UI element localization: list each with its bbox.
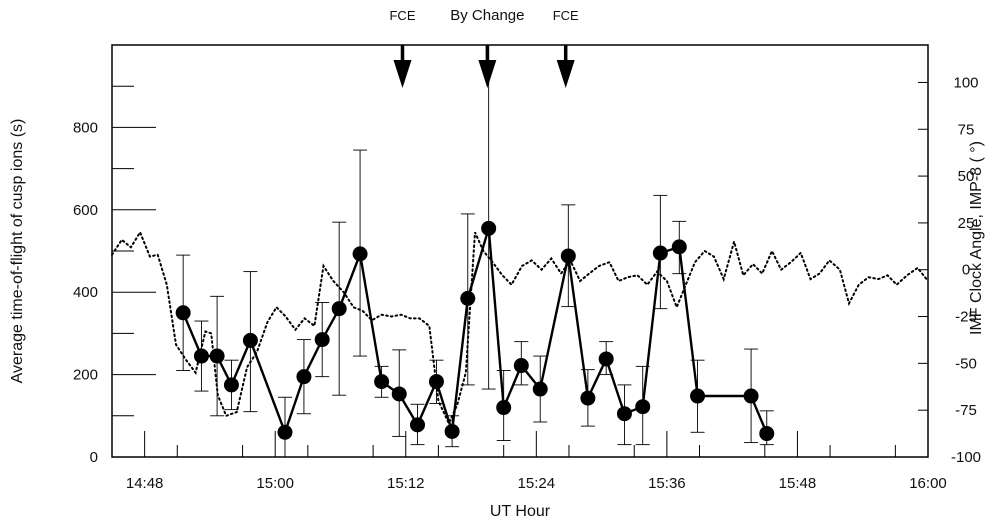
data-point [193, 348, 209, 364]
annotation-label: By Change [450, 7, 524, 24]
data-point [391, 386, 407, 402]
data-point [560, 248, 576, 264]
data-point [444, 423, 460, 439]
data-point [242, 332, 258, 348]
annotation-arrow-head [478, 60, 497, 88]
x-axis-title: UT Hour [490, 503, 551, 520]
data-point [374, 374, 390, 390]
time-of-flight-line [182, 227, 768, 434]
y2-tick-label: -25 [955, 309, 977, 326]
data-point [428, 374, 444, 390]
data-point [532, 381, 548, 397]
annotation-label: FCE [553, 8, 579, 23]
data-point [759, 426, 775, 442]
y2-tick-label: 100 [953, 74, 978, 91]
y2-tick-label: 50 [958, 168, 975, 185]
y2-tick-label: 0 [962, 262, 970, 279]
y-tick-label: 600 [73, 202, 98, 219]
data-point [277, 424, 293, 440]
data-point [331, 301, 347, 317]
x-tick-label: 15:12 [387, 475, 425, 492]
y-tick-label: 800 [73, 119, 98, 136]
y2-tick-label: 75 [958, 121, 975, 138]
time-of-flight-series [175, 220, 775, 442]
data-point [352, 246, 368, 262]
annotation-label: FCE [389, 8, 415, 23]
annotation-arrow-head [556, 60, 575, 88]
data-point [598, 351, 614, 367]
x-tick-label: 14:48 [126, 475, 164, 492]
data-point [743, 388, 759, 404]
x-tick-label: 16:00 [909, 475, 947, 492]
data-point [690, 388, 706, 404]
y-tick-label: 200 [73, 367, 98, 384]
y2-tick-label: -75 [955, 402, 977, 419]
data-point [410, 417, 426, 433]
y2-tick-label: -50 [955, 355, 977, 372]
data-point [635, 399, 651, 415]
y-tick-label: 400 [73, 284, 98, 301]
imf-clock-angle-series [111, 230, 929, 426]
axis-ticks: 14:48 15:00 15:12 15:24 15:36 15:48 16:00 0 200 4… [73, 74, 981, 492]
x-tick-label: 15:36 [648, 475, 686, 492]
data-point [481, 220, 497, 236]
y2-axis-title: IMF Clock Angle, IMP-8 ( °) [968, 141, 985, 335]
y2-tick-label: 25 [958, 215, 975, 232]
data-point [580, 390, 596, 406]
annotations: FCE By Change FCE [389, 7, 579, 88]
data-point [296, 369, 312, 385]
data-point [223, 377, 239, 393]
data-point [496, 400, 512, 416]
data-point [671, 239, 687, 255]
x-tick-label: 15:00 [256, 475, 294, 492]
y-axis-title: Average time-of-flight of cusp ions (s) [9, 119, 26, 384]
y2-tick-label: -100 [951, 449, 981, 466]
x-tick-label: 15:48 [779, 475, 817, 492]
data-point [209, 348, 225, 364]
data-point [652, 245, 668, 261]
x-tick-label: 15:24 [518, 475, 556, 492]
data-point [314, 332, 330, 348]
data-point [175, 305, 191, 321]
data-point [460, 290, 476, 306]
y-tick-label: 0 [90, 449, 98, 466]
annotation-arrow-head [393, 60, 412, 88]
data-point [513, 358, 529, 374]
plot-frame [111, 44, 929, 458]
imf-clock-angle-line [111, 230, 929, 426]
data-point [616, 406, 632, 422]
